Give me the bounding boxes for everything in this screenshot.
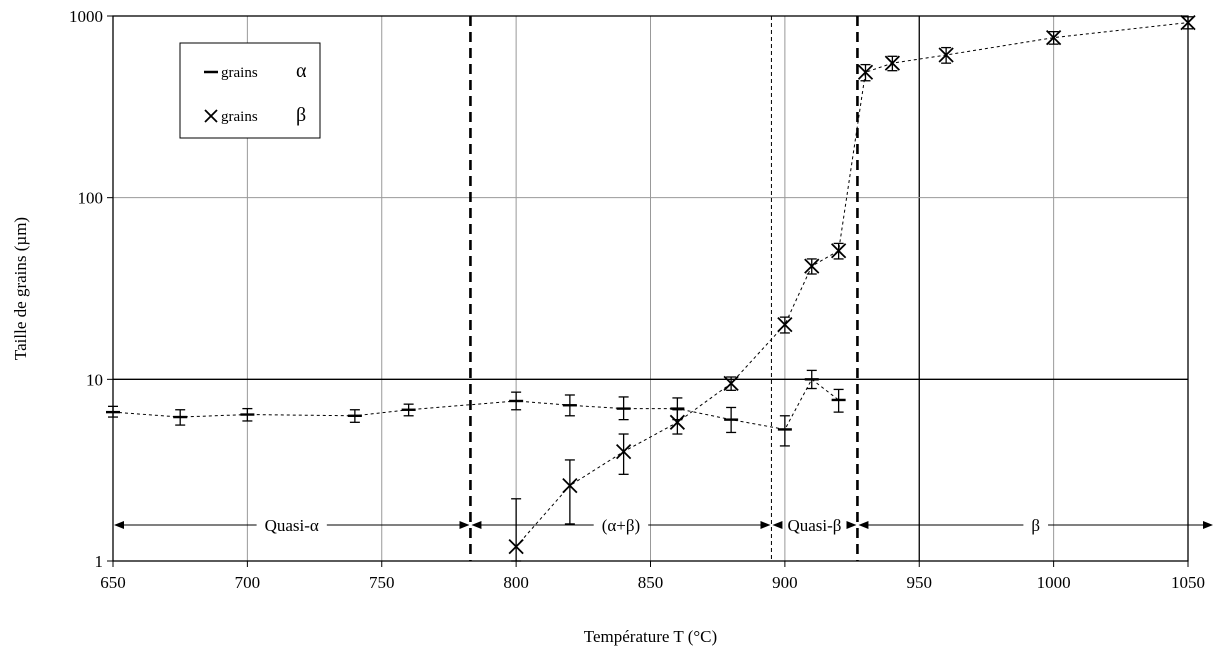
beta-marker-stroke <box>669 414 686 430</box>
beta-data-point <box>857 64 874 80</box>
beta-data-point <box>804 258 820 274</box>
beta-marker-stroke <box>830 243 847 259</box>
beta-marker-stroke <box>508 538 524 555</box>
x-tick-label: 750 <box>369 573 395 592</box>
x-tick-label: 700 <box>235 573 261 592</box>
x-tick-label: 900 <box>772 573 798 592</box>
beta-data-point <box>830 243 847 259</box>
x-tick-label: 650 <box>100 573 126 592</box>
beta-marker-stroke <box>562 477 578 494</box>
legend-box <box>179 42 321 139</box>
phase-region-label: (α+β) <box>602 516 640 535</box>
beta-data-point <box>777 317 793 333</box>
legend-alpha-symbol: α <box>296 60 307 82</box>
beta-data-point <box>562 477 578 494</box>
beta-data-point <box>723 375 739 392</box>
beta-marker-stroke <box>857 64 874 80</box>
legend-alpha-word: grains <box>221 65 258 81</box>
phase-region-label: β <box>1031 516 1040 535</box>
phase-boundaries <box>469 16 859 561</box>
beta-data-point <box>615 443 632 460</box>
beta-data-point <box>1045 30 1062 46</box>
beta-data-point <box>508 538 524 555</box>
gridlines <box>113 16 1188 561</box>
legend-beta-symbol: β <box>296 104 306 126</box>
axes: 650 700 750 800 850 900 950 1000 1050 1 10 100 1000 <box>69 7 1205 592</box>
beta-marker-stroke <box>884 55 901 71</box>
beta-data-point <box>884 55 901 71</box>
legend-beta-marker <box>204 109 218 123</box>
legend-beta-word: grains <box>221 109 258 125</box>
y-axis-title: Taille de grains (µm) <box>11 217 30 360</box>
series-alpha-line <box>112 378 839 430</box>
beta-data-point <box>669 414 686 430</box>
x-tick-label: 1050 <box>1171 573 1205 592</box>
beta-marker-stroke <box>938 47 954 63</box>
beta-marker-stroke <box>723 375 739 392</box>
x-tick-label: 800 <box>503 573 529 592</box>
beta-marker-stroke <box>1045 30 1062 46</box>
beta-marker-stroke <box>777 317 793 333</box>
data-markers <box>106 14 1196 555</box>
phase-regions: Quasi-α (α+β) Quasi-β β <box>114 516 1213 535</box>
y-tick-label: 1000 <box>69 7 103 26</box>
x-tick-label: 950 <box>907 573 933 592</box>
legend-beta-stroke <box>204 109 218 123</box>
y-tick-label: 10 <box>86 370 103 389</box>
x-tick-label: 850 <box>638 573 664 592</box>
x-tick-label: 1000 <box>1037 573 1071 592</box>
legend: grains α grains β <box>179 42 321 139</box>
beta-marker-stroke <box>615 443 632 460</box>
beta-marker-stroke <box>804 258 820 274</box>
x-axis-title: Température T (°C) <box>584 627 717 646</box>
phase-region-label: Quasi-β <box>787 516 841 535</box>
series-beta-line <box>515 22 1189 547</box>
phase-region-label: Quasi-α <box>265 516 319 535</box>
y-tick-label: 100 <box>78 189 104 208</box>
y-tick-label: 1 <box>95 552 104 571</box>
beta-data-point <box>938 47 954 63</box>
